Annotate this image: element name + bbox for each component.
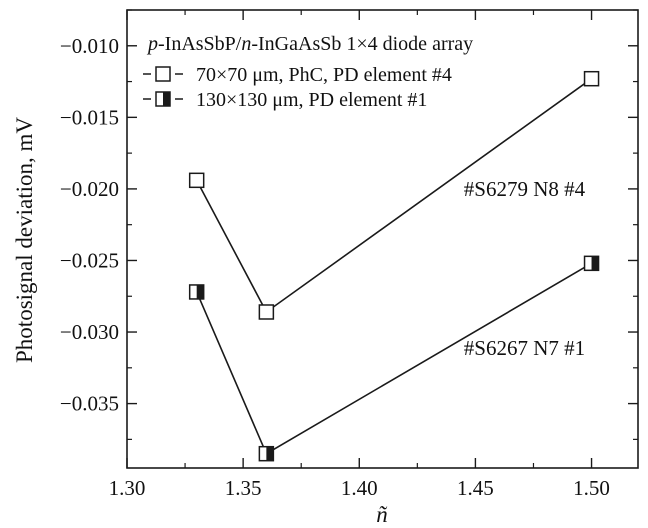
annotations: #S6279 N8 #4 #S6267 N7 #1: [464, 177, 586, 360]
marker-half-fill: [197, 285, 204, 299]
y-tick-label: −0.015: [60, 105, 119, 129]
data-point-s2-2: [259, 447, 273, 461]
legend-items: 70×70 μm, PhC, PD element #4 130×130 μm, …: [143, 64, 452, 111]
marker-half-fill: [266, 447, 273, 461]
x-axis-title: ñ: [376, 502, 388, 527]
y-tick-label: −0.035: [60, 392, 119, 416]
x-tick-label: 1.40: [341, 476, 378, 500]
x-tick-label: 1.50: [573, 476, 610, 500]
legend: p-InAsSbP/n-InGaAsSb 1×4 diode array 70×…: [143, 33, 473, 111]
legend-title-part4: -InGaAsSb 1×4 diode array: [251, 33, 473, 55]
data-point-s1-1: [190, 173, 204, 187]
data-point-s2-1: [190, 285, 204, 299]
data-point-s2-3: [585, 256, 599, 270]
legend-title-n: n: [241, 33, 251, 55]
x-tick-label: 1.35: [225, 476, 262, 500]
marker-half-fill: [592, 256, 599, 270]
legend-title-p: p: [146, 33, 158, 55]
y-tick-label: −0.030: [60, 320, 119, 344]
legend-title-part2: -InAsSbP/: [158, 33, 242, 55]
marker-outline: [156, 67, 170, 81]
legend-label-1: 70×70 μm, PhC, PD element #4: [196, 64, 452, 86]
marker-half-fill: [163, 92, 170, 106]
y-tick-label: −0.010: [60, 34, 119, 58]
y-axis-title: Photosignal deviation, mV: [12, 117, 37, 363]
x-tick-label: 1.45: [457, 476, 494, 500]
legend-title: p-InAsSbP/n-InGaAsSb 1×4 diode array: [146, 33, 473, 55]
annotation-2: #S6267 N7 #1: [464, 336, 585, 360]
data-point-s1-2: [259, 305, 273, 319]
marker-outline: [585, 72, 599, 86]
legend-label-2: 130×130 μm, PD element #1: [196, 89, 427, 111]
data-point-s1-3: [585, 72, 599, 86]
y-tick-label: −0.025: [60, 248, 119, 272]
annotation-1: #S6279 N8 #4: [464, 177, 586, 201]
x-tick-label: 1.30: [109, 476, 146, 500]
marker-outline: [259, 305, 273, 319]
series-group: [190, 72, 599, 461]
marker-outline: [190, 173, 204, 187]
y-tick-label: −0.020: [60, 177, 119, 201]
legend-marker-1: [156, 67, 170, 81]
legend-marker-2: [156, 92, 170, 106]
